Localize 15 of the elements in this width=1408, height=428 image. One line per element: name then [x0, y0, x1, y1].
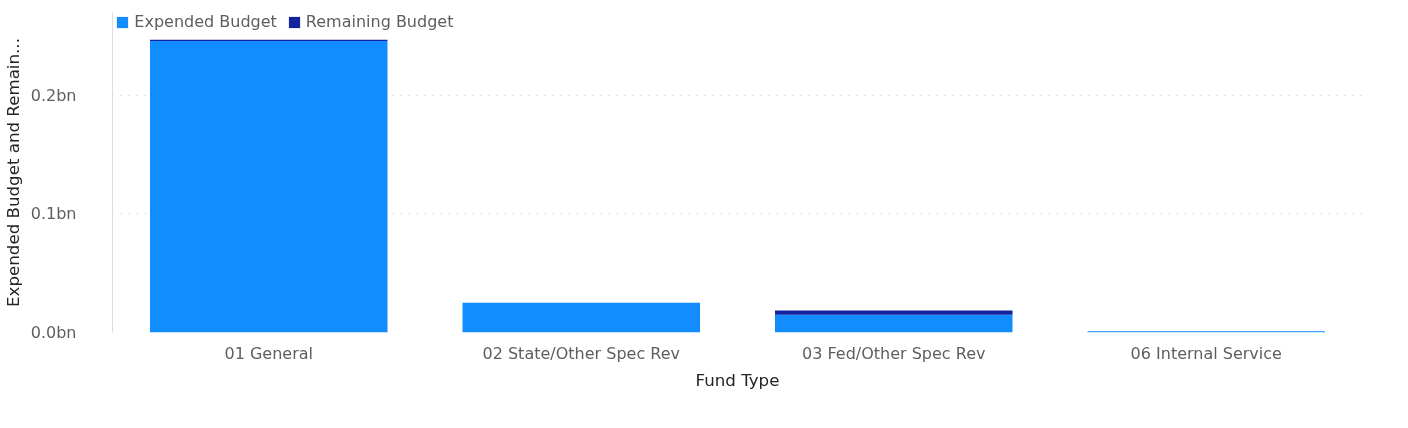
legend-label: Remaining Budget [305, 12, 454, 31]
x-tick-label: 02 State/Other Spec Rev [482, 343, 680, 363]
y-axis-title: Expended Budget and Remain... [3, 38, 23, 307]
y-tick-label: 0.1bn [30, 204, 77, 224]
bar [150, 40, 388, 333]
x-tick-label: 03 Fed/Other Spec Rev [802, 343, 986, 363]
x-tick-label: 01 General [224, 343, 313, 363]
bar [775, 310, 1013, 315]
y-tick-label: 0.0bn [30, 323, 77, 342]
bar [775, 314, 1013, 333]
legend-label: Expended Budget [134, 12, 277, 31]
y-tick-label: 0.2bn [30, 85, 77, 105]
x-tick-label: 06 Internal Service [1130, 343, 1282, 363]
bar [462, 302, 700, 333]
x-axis-title: Fund Type [695, 370, 780, 390]
